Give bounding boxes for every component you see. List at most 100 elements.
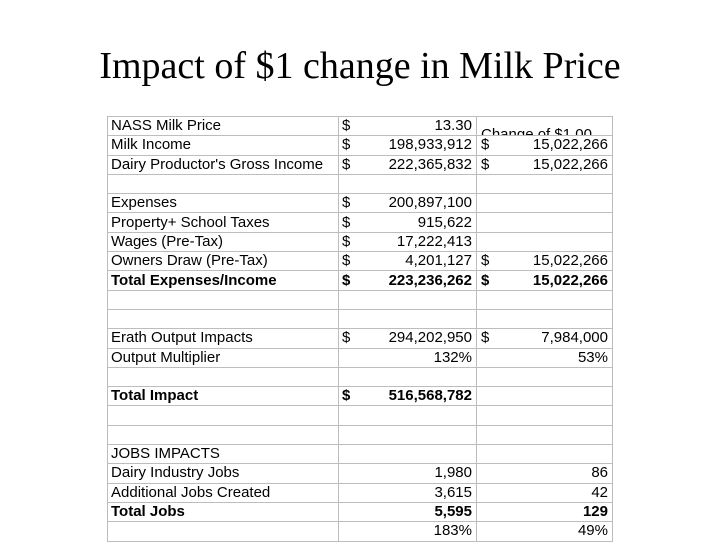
currency-symbol: $: [342, 155, 351, 173]
table-row: Total Jobs 5,595 129: [107, 501, 613, 523]
change-value: 15,022,266: [532, 252, 608, 270]
value-cell-change: 49%: [476, 521, 613, 542]
total-value: 4,201,127: [405, 252, 472, 270]
value-cell-total: $294,202,950: [338, 328, 477, 349]
value-cell-total: $222,365,832: [338, 154, 477, 175]
table-row: [107, 424, 613, 446]
value-cell-change: [476, 424, 613, 446]
total-value: 132%: [433, 348, 472, 366]
total-value: 13.30: [434, 117, 472, 135]
value-cell-change: 42: [476, 482, 613, 503]
total-value: 200,897,100: [388, 194, 472, 212]
table-row: Output Multiplier 132% 53%: [107, 347, 613, 368]
change-value: 15,022,266: [532, 155, 608, 173]
change-value: 15,022,266: [532, 136, 608, 154]
total-value: 294,202,950: [388, 329, 472, 347]
total-value: 1,980: [434, 464, 472, 482]
change-value: 53%: [577, 348, 608, 366]
row-label: [107, 308, 339, 330]
total-value: 183%: [433, 522, 472, 540]
value-cell-total: [338, 405, 477, 426]
table-row: Additional Jobs Created 3,615 42: [107, 482, 613, 503]
table-row: Milk Income $198,933,912 $15,022,266: [107, 135, 613, 156]
total-value: 3,615: [434, 483, 472, 501]
value-cell-total: [338, 366, 477, 388]
table-row: 183% 49%: [107, 521, 613, 542]
value-cell-total: [338, 289, 477, 310]
row-label: [107, 405, 339, 426]
change-value: 7,984,000: [541, 329, 608, 347]
row-label: Total Jobs: [107, 501, 339, 523]
row-label: Dairy Productor's Gross Income: [107, 154, 339, 175]
table-row: [107, 366, 613, 388]
value-cell-change: $15,022,266: [476, 154, 613, 175]
change-value: 86: [591, 464, 608, 482]
row-label: Total Impact: [107, 386, 339, 407]
value-cell-total: $200,897,100: [338, 193, 477, 214]
currency-symbol: $: [342, 117, 351, 135]
currency-symbol: $: [481, 136, 490, 154]
row-label: Total Expenses/Income: [107, 270, 339, 291]
value-cell-change: [476, 386, 613, 407]
value-cell-total: 132%: [338, 347, 477, 368]
currency-symbol: $: [342, 271, 351, 289]
table-row: Erath Output Impacts $294,202,950 $7,984,0…: [107, 328, 613, 349]
value-cell-total: $915,622: [338, 212, 477, 233]
value-cell-change: [476, 308, 613, 330]
currency-symbol: Change of $1.00: [481, 126, 592, 136]
value-cell-total: 5,595: [338, 501, 477, 523]
value-cell-total: $516,568,782: [338, 386, 477, 407]
total-value: 5,595: [434, 503, 472, 521]
currency-symbol: $: [481, 252, 490, 270]
row-label: Milk Income: [107, 135, 339, 156]
table-row: Property+ School Taxes $915,622: [107, 212, 613, 233]
value-cell-change: Change of $1.00: [476, 115, 613, 137]
table-row: NASS Milk Price $13.30 Change of $1.00: [107, 115, 613, 137]
currency-symbol: $: [342, 252, 351, 270]
value-cell-change: [476, 444, 613, 465]
slide-title: Impact of $1 change in Milk Price: [99, 45, 621, 87]
table-row: Owners Draw (Pre-Tax) $4,201,127 $15,022,2…: [107, 251, 613, 272]
value-cell-total: [338, 173, 477, 195]
value-cell-change: $15,022,266: [476, 270, 613, 291]
change-value: 42: [591, 483, 608, 501]
value-cell-change: [476, 173, 613, 195]
value-cell-total: 3,615: [338, 482, 477, 503]
table-row: [107, 308, 613, 330]
row-label: Additional Jobs Created: [107, 482, 339, 503]
row-label: Dairy Industry Jobs: [107, 463, 339, 484]
value-cell-change: $7,984,000: [476, 328, 613, 349]
value-cell-total: 183%: [338, 521, 477, 542]
currency-symbol: $: [342, 232, 351, 250]
total-value: 222,365,832: [388, 155, 472, 173]
change-value: 129: [582, 503, 608, 521]
value-cell-change: 53%: [476, 347, 613, 368]
total-value: 198,933,912: [388, 136, 472, 154]
currency-symbol: $: [342, 387, 351, 405]
total-value: 223,236,262: [388, 271, 472, 289]
table-row: Dairy Industry Jobs 1,980 86: [107, 463, 613, 484]
value-cell-change: 129: [476, 501, 613, 523]
table-row: Total Expenses/Income $223,236,262 $15,022…: [107, 270, 613, 291]
row-label: JOBS IMPACTS: [107, 444, 339, 465]
total-value: 915,622: [417, 213, 472, 231]
currency-symbol: $: [481, 329, 490, 347]
value-cell-total: [338, 444, 477, 465]
total-value: 516,568,782: [388, 387, 472, 405]
value-cell-total: $223,236,262: [338, 270, 477, 291]
row-label: Erath Output Impacts: [107, 328, 339, 349]
table-row: Total Impact $516,568,782: [107, 386, 613, 407]
currency-symbol: $: [481, 155, 490, 173]
spreadsheet-table: NASS Milk Price $13.30 Change of $1.00 Milk…: [107, 115, 613, 542]
value-cell-change: [476, 366, 613, 388]
value-cell-change: 86: [476, 463, 613, 484]
row-label: Owners Draw (Pre-Tax): [107, 251, 339, 272]
value-cell-total: [338, 424, 477, 446]
currency-symbol: $: [342, 194, 351, 212]
value-cell-change: [476, 193, 613, 214]
total-value: 17,222,413: [396, 232, 472, 250]
currency-symbol: $: [342, 136, 351, 154]
value-cell-change: $15,022,266: [476, 251, 613, 272]
value-cell-total: $13.30: [338, 115, 477, 137]
table-row: Expenses $200,897,100: [107, 193, 613, 214]
